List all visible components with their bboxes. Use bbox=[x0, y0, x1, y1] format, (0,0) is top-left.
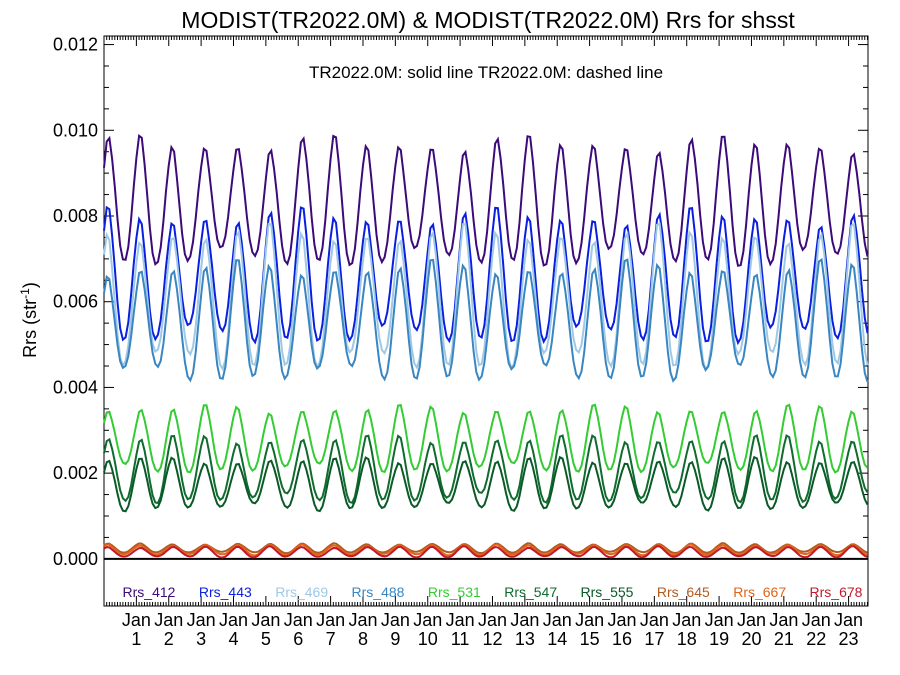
series-line-rrs-678 bbox=[103, 545, 868, 559]
x-tick-month-label: Jan bbox=[154, 610, 183, 630]
x-tick-month-label: Jan bbox=[446, 610, 475, 630]
legend-item-rrs-488: Rrs_488 bbox=[352, 584, 405, 600]
series-line-rrs-443 bbox=[103, 205, 869, 346]
series-line-rrs-531 bbox=[103, 403, 869, 474]
x-tick-month-label: Jan bbox=[316, 610, 345, 630]
legend-item-rrs-547: Rrs_547 bbox=[504, 584, 557, 600]
x-tick-month-label: Jan bbox=[413, 610, 442, 630]
line-style-note: TR2022.0M: solid line TR2022.0M: dashed … bbox=[309, 63, 663, 82]
legend-item-rrs-531: Rrs_531 bbox=[428, 584, 481, 600]
x-tick-month-label: Jan bbox=[672, 610, 701, 630]
x-tick-month-label: Jan bbox=[510, 610, 539, 630]
x-tick-month-label: Jan bbox=[737, 610, 766, 630]
series-line-rrs-547 bbox=[103, 434, 869, 505]
legend: Rrs_412 Rrs_443 Rrs_469 Rrs_488 Rrs_531 Rrs_5… bbox=[123, 584, 863, 600]
x-tick-month-label: Jan bbox=[381, 610, 410, 630]
x-tick-year-label: 6 bbox=[293, 629, 303, 649]
x-tick-year-label: 16 bbox=[612, 629, 632, 649]
x-tick-year-label: 15 bbox=[580, 629, 600, 649]
x-tick-year-label: 3 bbox=[196, 629, 206, 649]
series-line-rrs-555 bbox=[103, 455, 869, 513]
x-tick-month-label: Jan bbox=[575, 610, 604, 630]
y-tick-label: 0.010 bbox=[53, 120, 98, 140]
y-tick-label: 0.004 bbox=[53, 377, 98, 397]
x-tick-year-label: 5 bbox=[261, 629, 271, 649]
x-tick-month-label: Jan bbox=[187, 610, 216, 630]
y-tick-label: 0.000 bbox=[53, 549, 98, 569]
x-tick-year-label: 9 bbox=[390, 629, 400, 649]
chart-title: MODIST(TR2022.0M) & MODIST(TR2022.0M) Rr… bbox=[181, 7, 795, 33]
x-tick-month-label: Jan bbox=[543, 610, 572, 630]
y-tick-label: 0.006 bbox=[53, 292, 98, 312]
x-tick-year-label: 18 bbox=[677, 629, 697, 649]
x-tick-year-label: 7 bbox=[326, 629, 336, 649]
x-tick-month-label: Jan bbox=[122, 610, 151, 630]
x-tick-year-label: 17 bbox=[644, 629, 664, 649]
x-tick-month-label: Jan bbox=[834, 610, 863, 630]
x-tick-month-label: Jan bbox=[640, 610, 669, 630]
legend-item-rrs-678: Rrs_678 bbox=[810, 584, 863, 600]
y-axis-label-sup: -1 bbox=[18, 288, 32, 299]
x-tick-month-label: Jan bbox=[219, 610, 248, 630]
x-tick-year-label: 8 bbox=[358, 629, 368, 649]
legend-item-rrs-443: Rrs_443 bbox=[199, 584, 252, 600]
x-tick-year-label: 21 bbox=[774, 629, 794, 649]
x-tick-year-label: 10 bbox=[418, 629, 438, 649]
y-tick-label: 0.012 bbox=[53, 35, 98, 55]
y-tick-label: 0.008 bbox=[53, 206, 98, 226]
x-tick-month-label: Jan bbox=[284, 610, 313, 630]
series-line-rrs-412 bbox=[103, 133, 869, 267]
series-lines bbox=[103, 133, 869, 559]
x-tick-year-label: 4 bbox=[228, 629, 238, 649]
series-line-rrs-469 bbox=[103, 222, 869, 373]
y-axis-label-close: ) bbox=[20, 282, 40, 288]
legend-item-rrs-555: Rrs_555 bbox=[581, 584, 634, 600]
x-tick-month-label: Jan bbox=[251, 610, 280, 630]
x-tick-month-label: Jan bbox=[607, 610, 636, 630]
legend-item-rrs-667: Rrs_667 bbox=[733, 584, 786, 600]
y-axis-label-text: Rrs (str bbox=[20, 299, 40, 358]
x-tick-year-label: 2 bbox=[164, 629, 174, 649]
x-tick-year-label: 1 bbox=[131, 629, 141, 649]
x-tick-year-label: 13 bbox=[515, 629, 535, 649]
x-axis-ticks: Jan1Jan2Jan3Jan4Jan5Jan6Jan7Jan8Jan9Jan1… bbox=[103, 36, 868, 649]
x-tick-month-label: Jan bbox=[705, 610, 734, 630]
y-tick-label: 0.002 bbox=[53, 463, 98, 483]
x-tick-year-label: 23 bbox=[839, 629, 859, 649]
x-tick-month-label: Jan bbox=[769, 610, 798, 630]
series-line-rrs-667 bbox=[103, 543, 868, 557]
x-tick-month-label: Jan bbox=[802, 610, 831, 630]
x-tick-month-label: Jan bbox=[478, 610, 507, 630]
x-tick-year-label: 19 bbox=[709, 629, 729, 649]
series-line-rrs-488 bbox=[103, 257, 869, 383]
legend-item-rrs-645: Rrs_645 bbox=[657, 584, 710, 600]
x-tick-year-label: 11 bbox=[451, 629, 470, 649]
y-axis-label: Rrs (str-1) bbox=[18, 282, 40, 358]
plot-frame bbox=[103, 35, 869, 607]
x-tick-year-label: 12 bbox=[482, 629, 502, 649]
y-axis-ticks: 0.000 0.002 0.004 0.006 0.008 0.010 0.012 bbox=[53, 35, 868, 569]
x-tick-year-label: 20 bbox=[741, 629, 761, 649]
legend-item-rrs-469: Rrs_469 bbox=[275, 584, 328, 600]
x-tick-year-label: 22 bbox=[806, 629, 826, 649]
legend-item-rrs-412: Rrs_412 bbox=[123, 584, 176, 600]
x-tick-month-label: Jan bbox=[348, 610, 377, 630]
x-tick-year-label: 14 bbox=[547, 629, 567, 649]
